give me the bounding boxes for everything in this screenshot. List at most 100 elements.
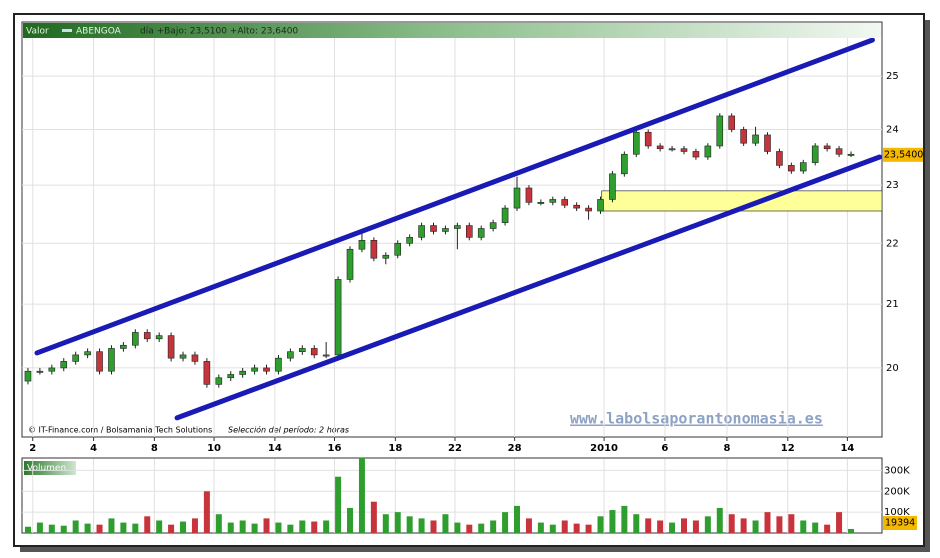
candle-body [668,148,676,151]
candle-body [36,370,44,373]
volume-bar [490,520,497,533]
volume-bar [585,524,592,533]
volume-bar [788,514,795,533]
candle-body [346,248,354,280]
candle-body [501,207,509,223]
candle-body [263,367,270,372]
volume-bar [48,524,55,533]
header-info: día +Bajo: 23,5100 +Alto: 23,6400 [140,27,298,37]
candle-body [60,361,68,369]
candle-body [656,145,664,150]
volume-bar [680,518,687,533]
candle-body [84,351,91,356]
candle-body [108,348,115,372]
candle-body [179,354,187,359]
candle-body [585,207,592,212]
candle-body [143,332,151,340]
volume-title-bg [24,461,76,475]
volume-bar [227,522,234,533]
volume-bar [704,516,711,533]
candle-body [191,354,199,362]
x-tick-label: 2010 [590,443,618,454]
volume-bar [812,522,819,533]
candle-body [167,335,175,359]
candle-body [692,151,700,158]
volume-bar [657,520,664,533]
candle-body [322,354,330,357]
source: © IT-Finance.com / Bolsamania Tech Solut… [28,426,212,435]
candle-body [155,335,163,340]
candle-body [537,202,545,204]
volume-bar [180,521,187,533]
candle-body [573,204,580,209]
volume-bar [740,518,747,533]
candle-body [609,173,616,200]
candle-body [454,225,461,229]
candle-body [358,240,366,250]
candle-body [465,225,473,238]
x-tick-label: 8 [151,443,158,454]
volume-bar [406,516,413,533]
x-tick-label: 28 [508,443,522,454]
last-price-label: 23,5400 [884,149,923,160]
volume-bar [299,520,306,533]
volume-bar [347,507,354,533]
candle-body [776,151,783,166]
candle-body [96,351,103,372]
volume-tick-label: 100K [884,507,910,518]
x-tick-label: 4 [90,443,97,454]
candle-body [72,354,79,362]
volume-bar [144,516,151,533]
volume-bar [716,507,723,533]
x-tick-label: 2 [29,443,36,454]
trendline [174,154,882,421]
candle-body [752,134,759,144]
candle-body [513,187,521,209]
volume-bar [108,518,115,533]
volume-bar [836,512,843,533]
volume-bar [430,520,437,533]
volume-bar [537,522,544,533]
header-bar [23,23,881,38]
volume-bar [764,512,771,533]
candle-body [597,199,604,212]
x-tick-label: 14 [268,443,282,454]
volume-bar [323,520,330,533]
volume-bar [394,512,401,533]
candle-body [406,237,413,244]
volume-bar [96,524,103,533]
period: Selección del período: 2 horas [228,425,349,435]
volume-bar [561,520,568,533]
y-tick-label: 22 [886,238,899,249]
series-label: Valor [26,27,49,37]
volume-bar [60,525,67,533]
candle-body [716,115,724,147]
volume-bar [120,522,127,533]
candle-body [788,165,795,172]
volume-bar [418,518,425,533]
x-tick-label: 22 [448,443,462,454]
volume-bar [370,501,377,533]
volume-bar [239,520,246,533]
candle-body [823,145,831,150]
volume-bar [597,516,604,533]
volume-bar [263,518,270,533]
candle-body [287,351,294,359]
y-tick-label: 21 [886,299,899,310]
volume-tick-label: 200K [884,486,910,497]
volume-bar [549,524,556,533]
candle-body [835,148,843,155]
volume-bar [478,523,485,533]
candle-body [764,134,771,152]
candle-body [48,367,56,372]
candle-body [632,131,640,155]
x-tick-label: 10 [207,443,221,454]
x-tick-label: 14 [840,443,854,454]
volume-title: Volumen [27,464,66,474]
volume-bar [573,523,580,533]
candle-body [382,254,390,259]
candle-body [299,348,306,352]
volume-bar [132,523,139,533]
volume-bar [466,524,473,533]
candle-body [680,148,688,152]
